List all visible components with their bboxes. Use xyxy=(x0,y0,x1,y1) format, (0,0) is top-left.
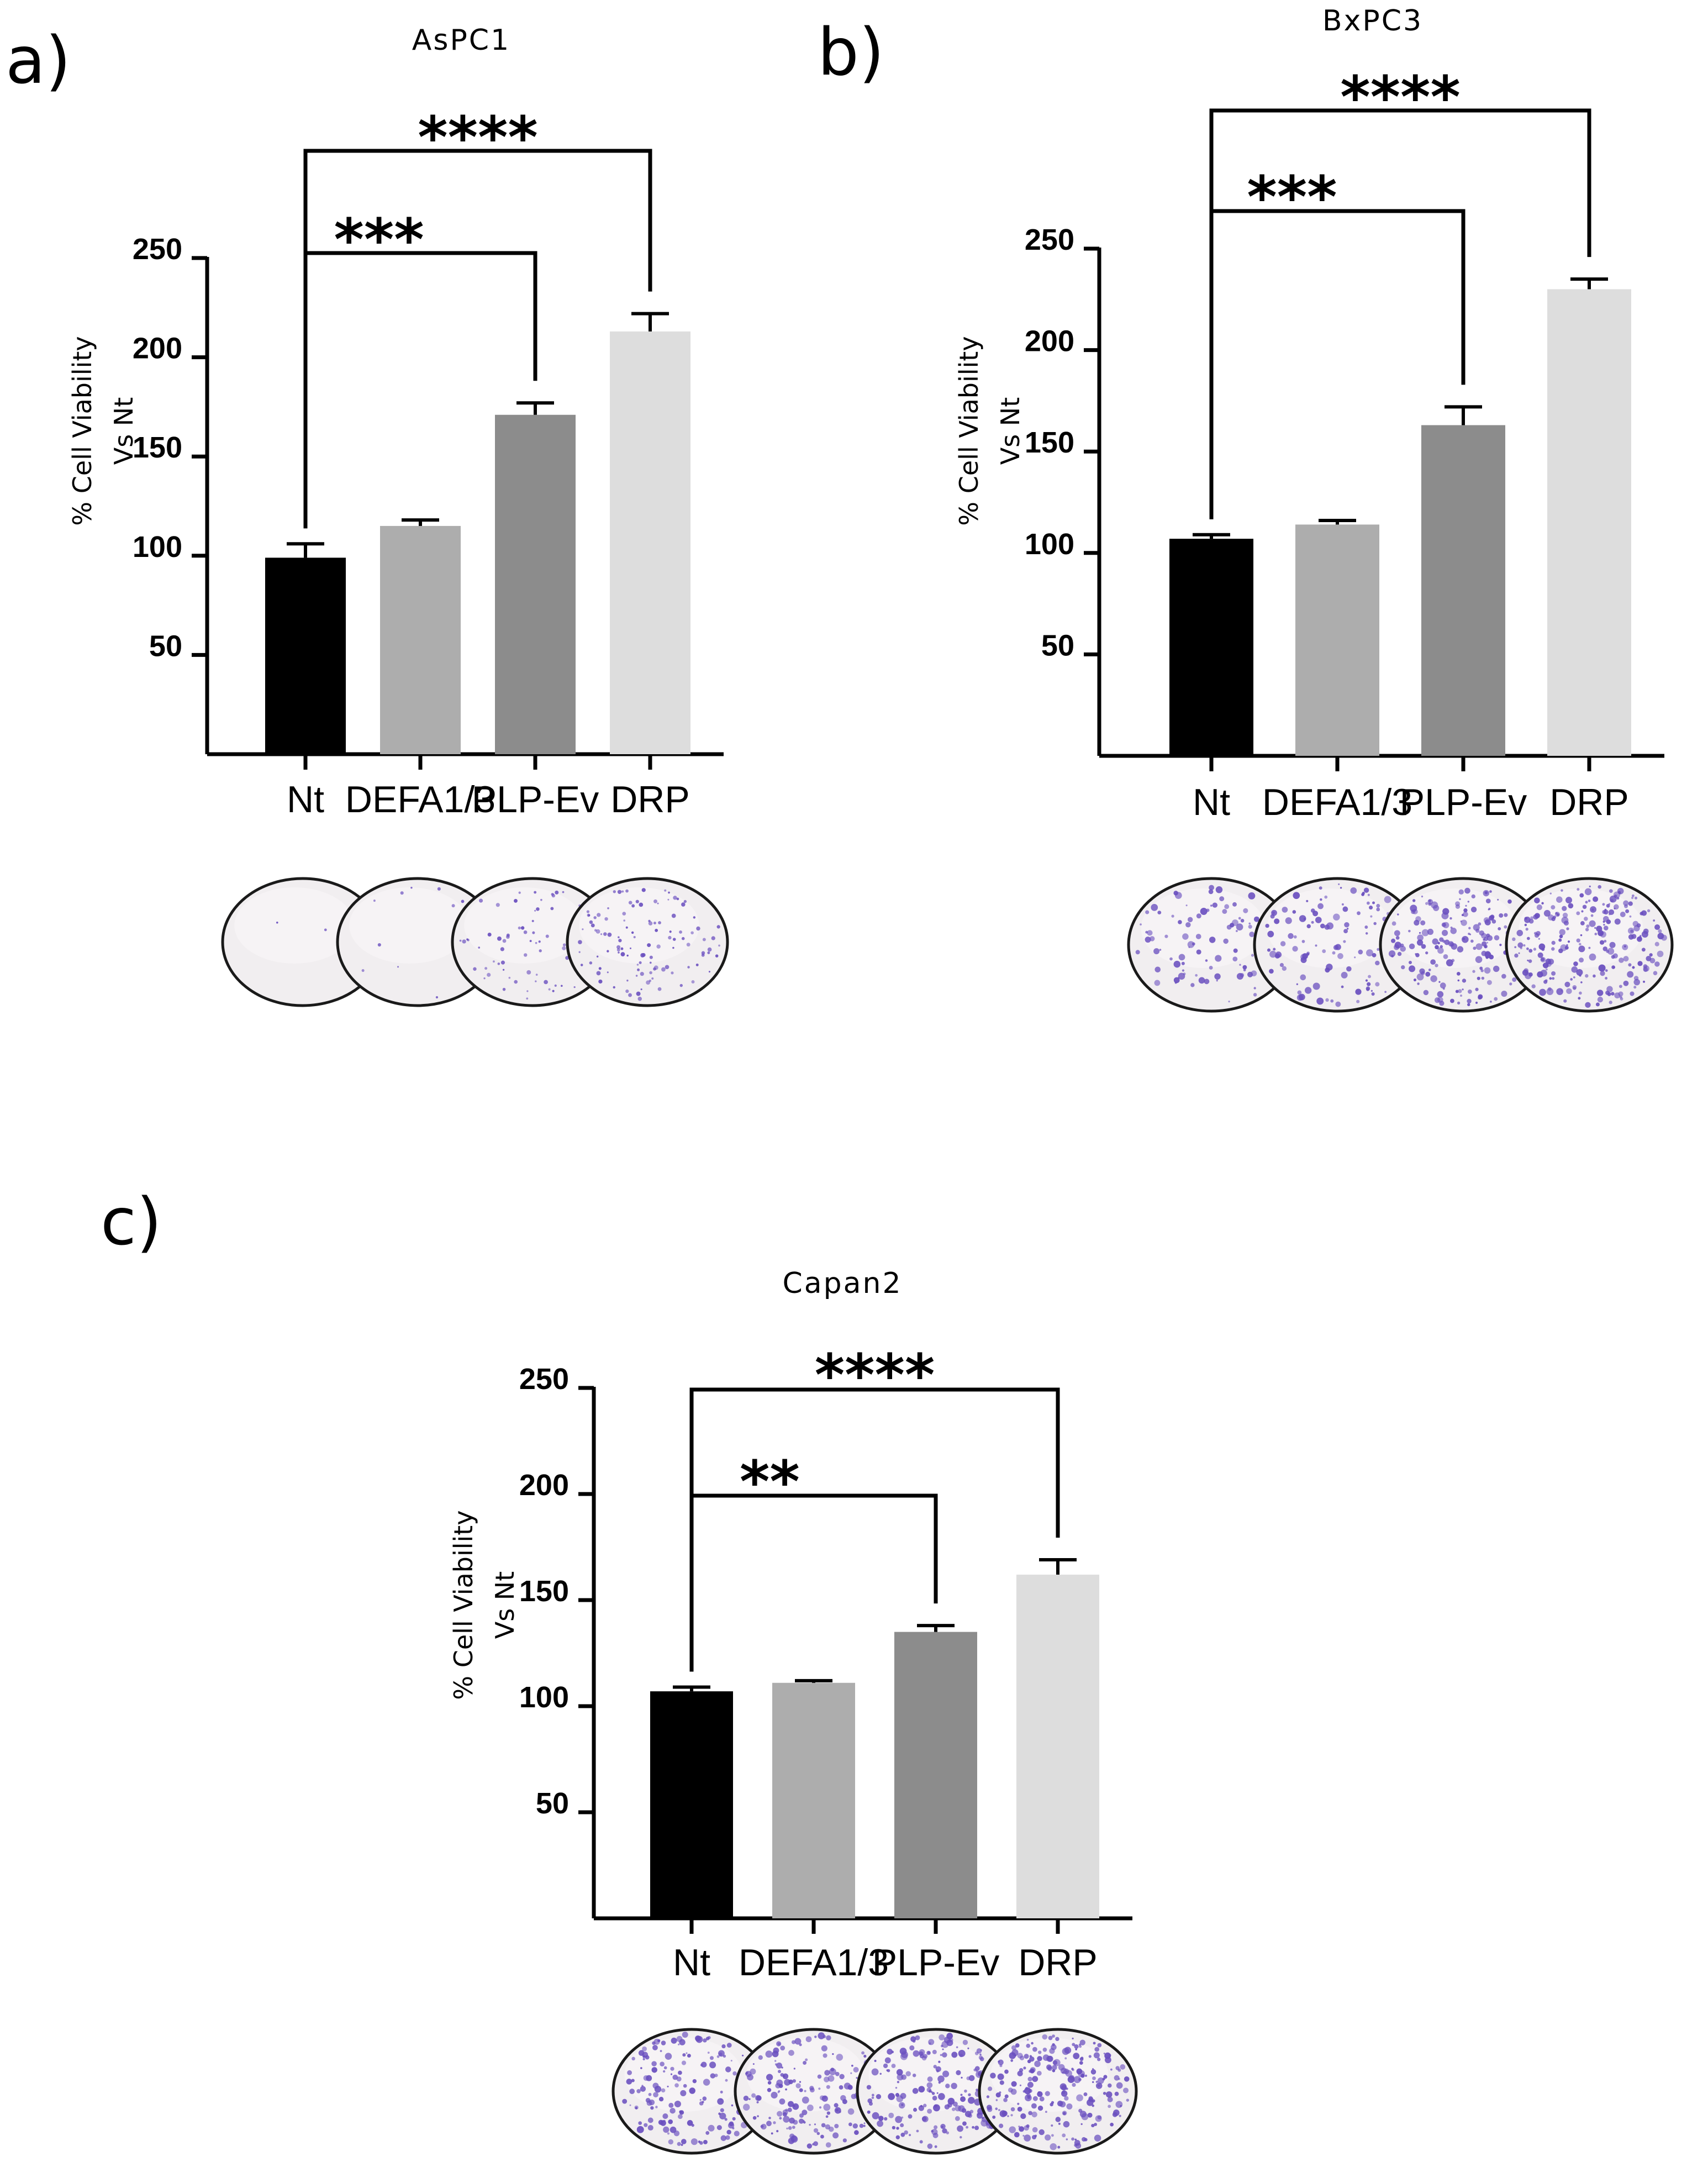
bar-PLP-Ev xyxy=(495,414,576,754)
significance-bracket xyxy=(1209,108,1591,519)
x-tick-label: DEFA1/3 xyxy=(1262,781,1412,823)
panel-label-b: b) xyxy=(818,14,884,90)
y-tick-label: 250 xyxy=(1025,223,1074,256)
x-tick-label: DRP xyxy=(1549,781,1629,823)
significance-label: *** xyxy=(334,206,424,273)
significance-label: **** xyxy=(418,104,538,171)
significance-label: **** xyxy=(815,1342,935,1409)
y-tick-label: 150 xyxy=(133,431,182,464)
bar-DEFA1/3 xyxy=(772,1682,855,1918)
bar-PLP-Ev xyxy=(1421,425,1505,756)
bar-Nt xyxy=(265,557,346,754)
y-tick-label: 200 xyxy=(133,332,182,365)
bar-DRP xyxy=(610,331,690,754)
bar-DEFA1/3 xyxy=(1295,524,1379,756)
panel-label-a: a) xyxy=(6,22,71,98)
y-axis-label-line-2: Vs Nt xyxy=(995,397,1025,465)
colony-plate-Nt xyxy=(1127,877,1296,1013)
x-tick-label: DRP xyxy=(610,778,690,820)
y-axis-label-line-2: Vs Nt xyxy=(490,1571,520,1639)
panel-b-chart: BxPC3 % Cell Viability Vs Nt 50 100 150 200… xyxy=(954,4,1674,1013)
bar-DEFA1/3 xyxy=(380,525,461,754)
y-tick-label: 50 xyxy=(536,1787,569,1820)
bar-PLP-Ev xyxy=(894,1632,977,1918)
colony-plate-PLP-Ev xyxy=(1379,877,1548,1013)
y-axis-label-line-1: % Cell Viability xyxy=(954,336,984,525)
colony-plate-DRP xyxy=(566,877,729,1007)
significance-bracket xyxy=(689,1387,1060,1672)
bar-Nt xyxy=(650,1691,733,1918)
y-tick-label: 150 xyxy=(1025,426,1074,459)
x-tick-label: DEFA1/3 xyxy=(345,778,495,820)
x-tick-label: Nt xyxy=(287,778,324,820)
y-tick-label: 250 xyxy=(133,233,182,266)
chart-title: BxPC3 xyxy=(1322,4,1423,38)
y-tick-label: 200 xyxy=(1025,325,1074,358)
y-axis-label-line-1: % Cell Viability xyxy=(449,1510,478,1700)
chart-title: Capan2 xyxy=(782,1267,902,1300)
x-tick-label: Nt xyxy=(1193,781,1230,823)
y-tick-label: 50 xyxy=(1041,629,1074,662)
y-axis-label-line-1: % Cell Viability xyxy=(67,336,97,525)
significance-label: **** xyxy=(1340,64,1461,131)
panel-label-c: c) xyxy=(101,1183,162,1260)
x-tick-label: DEFA1/3 xyxy=(739,1942,889,1984)
y-tick-label: 150 xyxy=(519,1575,569,1608)
x-tick-label: PLP-Ev xyxy=(472,778,599,820)
colony-plate-DEFA1/3 xyxy=(1253,877,1422,1013)
y-tick-label: 200 xyxy=(519,1469,569,1502)
y-tick-label: 100 xyxy=(133,530,182,564)
significance-label: ** xyxy=(740,1448,800,1516)
y-axis-label-line-2: Vs Nt xyxy=(109,397,139,465)
y-tick-label: 250 xyxy=(519,1363,569,1396)
bar-Nt xyxy=(1169,539,1253,756)
colony-plate-PLP-Ev xyxy=(856,2028,1016,2155)
significance-label: *** xyxy=(1247,164,1337,231)
bar-DRP xyxy=(1016,1574,1099,1918)
y-tick-label: 50 xyxy=(149,629,182,662)
significance-bracket xyxy=(303,149,652,529)
x-tick-label: PLP-Ev xyxy=(872,1942,1000,1984)
panel-a-chart: AsPC1 % Cell Viability Vs Nt 50 100 150 200… xyxy=(67,24,729,1007)
chart-title: AsPC1 xyxy=(412,24,510,57)
colony-plate-DEFA1/3 xyxy=(734,2028,894,2155)
colony-plate-DRP xyxy=(1505,877,1674,1013)
x-tick-label: Nt xyxy=(673,1942,710,1984)
panel-c-chart: Capan2 % Cell Viability Vs Nt 50 100 150 20… xyxy=(449,1267,1138,2155)
x-tick-label: PLP-Ev xyxy=(1400,781,1527,823)
x-tick-label: DRP xyxy=(1018,1942,1098,1984)
bar-DRP xyxy=(1547,289,1631,756)
colony-plate-Nt xyxy=(221,877,384,1007)
y-tick-label: 100 xyxy=(1025,528,1074,561)
colony-plate-DRP xyxy=(978,2028,1138,2155)
y-tick-label: 100 xyxy=(519,1681,569,1714)
